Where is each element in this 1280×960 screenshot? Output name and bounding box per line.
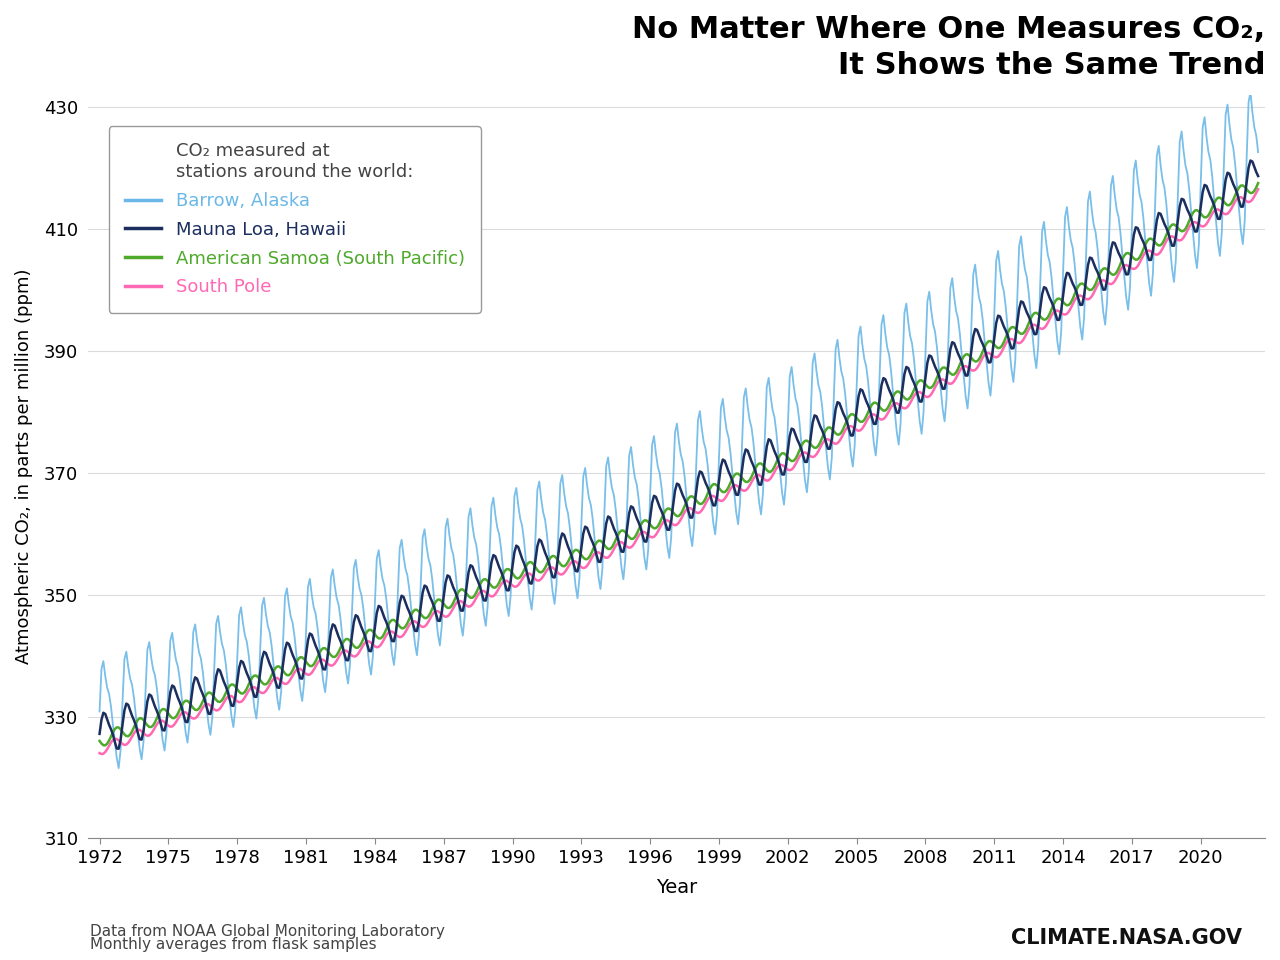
Text: CLIMATE.NASA.GOV: CLIMATE.NASA.GOV [1011, 928, 1242, 948]
Text: Monthly averages from flask samples: Monthly averages from flask samples [90, 937, 376, 952]
Text: Data from NOAA Global Monitoring Laboratory: Data from NOAA Global Monitoring Laborat… [90, 924, 444, 939]
Legend: Barrow, Alaska, Mauna Loa, Hawaii, American Samoa (South Pacific), South Pole: Barrow, Alaska, Mauna Loa, Hawaii, Ameri… [109, 126, 481, 313]
Text: No Matter Where One Measures CO₂,
It Shows the Same Trend: No Matter Where One Measures CO₂, It Sho… [632, 15, 1265, 80]
X-axis label: Year: Year [655, 878, 698, 897]
Y-axis label: Atmospheric CO₂, in parts per million (ppm): Atmospheric CO₂, in parts per million (p… [15, 269, 33, 664]
